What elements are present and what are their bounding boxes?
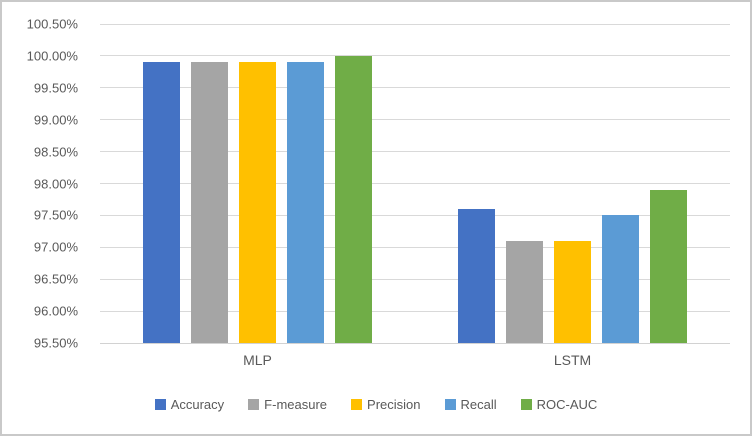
legend-label: Precision [367,397,421,412]
gridline [100,23,730,25]
y-tick-label: 96.50% [33,271,78,287]
y-tick-label: 98.00% [33,176,78,191]
y-tick-label: 99.00% [33,112,78,128]
legend-label: Accuracy [170,397,225,412]
legend-swatch-icon [154,399,166,410]
y-tick-label: 97.50% [33,207,78,223]
legend-item-f-measure: F-measure [248,397,327,412]
bar-lstm-f-measure [506,240,543,343]
bar-lstm-precision [554,240,591,343]
bar-mlp-recall [287,62,324,343]
plot-area [100,23,730,344]
bar-mlp-f-measure [191,62,228,343]
y-tick-label: 97.00% [33,239,78,255]
legend-swatch-icon [351,399,363,410]
gridline [100,55,730,57]
bar-mlp-roc-auc [335,55,372,343]
gridline [100,87,730,89]
gridline [100,183,730,184]
bar-mlp-accuracy [143,62,180,343]
legend-item-precision: Precision [351,397,421,412]
legend-swatch-icon [520,399,532,410]
legend-item-roc-auc: ROC-AUC [520,397,598,412]
gridline [100,278,730,280]
bar-lstm-accuracy [458,209,495,343]
y-tick-label: 100.50% [26,16,78,32]
bar-mlp-precision [239,62,276,343]
y-axis: 100.50% 100.00% 99.50% 99.00% 98.50% 98.00% 97… [2,17,78,351]
y-tick-label: 99.50% [33,80,78,96]
category-group-mlp [100,24,415,343]
gridline [100,214,730,216]
legend: Accuracy F-measure Precision Recall ROC-AUC [2,397,750,412]
y-tick-label: 98.50% [33,144,78,160]
x-category-label-mlp: MLP [243,352,272,368]
legend-label: F-measure [264,397,328,412]
legend-item-recall: Recall [444,397,497,412]
y-tick-label: 100.00% [26,48,78,64]
x-axis-line [100,342,730,344]
gridline [100,246,730,248]
y-tick-label: 95.50% [33,335,78,351]
gridline [100,119,730,121]
y-tick-label: 96.00% [33,303,78,319]
gridline [100,310,730,312]
bar-lstm-recall [602,215,639,343]
legend-label: ROC-AUC [536,397,598,412]
bar-lstm-roc-auc [650,189,687,343]
x-axis: MLP LSTM [100,352,730,370]
x-category-label-lstm: LSTM [553,352,592,368]
legend-item-accuracy: Accuracy [154,397,225,412]
legend-label: Recall [460,397,497,412]
legend-swatch-icon [444,399,456,410]
gridline [100,151,730,153]
category-group-lstm [415,24,730,343]
legend-swatch-icon [248,399,260,410]
